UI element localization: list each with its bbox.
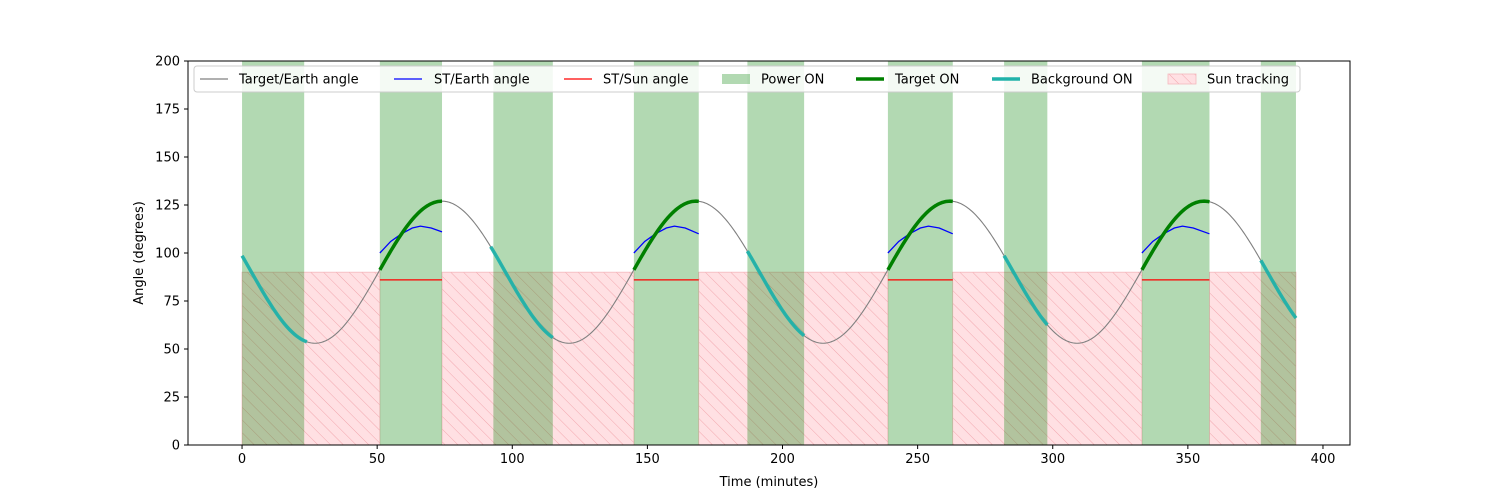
legend-label: Sun tracking bbox=[1207, 73, 1289, 88]
target-on-line bbox=[1140, 199, 1210, 271]
st-earth-line bbox=[1141, 225, 1210, 254]
axes: 0 50 100 150 200 250 300 350 400 0 25 50 75 100 125 150… bbox=[155, 55, 1351, 467]
plot-area bbox=[240, 61, 1298, 445]
y-tick-label: 200 bbox=[155, 55, 180, 70]
power-on-span bbox=[1004, 61, 1048, 445]
y-tick-label: 175 bbox=[155, 103, 180, 118]
y-tick-label: 75 bbox=[163, 295, 180, 310]
st-earth-line bbox=[379, 225, 443, 254]
y-tick-label: 125 bbox=[155, 199, 180, 214]
st-earth-line bbox=[887, 225, 954, 254]
x-tick-label: 200 bbox=[770, 452, 795, 467]
y-tick-label: 50 bbox=[163, 343, 180, 358]
x-tick-label: 300 bbox=[1040, 452, 1065, 467]
power-on-span bbox=[493, 61, 553, 445]
sun-tracking-region bbox=[1209, 271, 1297, 445]
legend-handle-patch bbox=[722, 74, 750, 84]
x-tick-label: 350 bbox=[1175, 452, 1200, 467]
x-tick-label: 400 bbox=[1311, 452, 1336, 467]
x-tick-label: 250 bbox=[905, 452, 930, 467]
background-on-line bbox=[1002, 254, 1049, 327]
background-on-line bbox=[240, 254, 308, 344]
power-on-span bbox=[1260, 61, 1296, 445]
y-axis-label: Angle (degrees) bbox=[132, 201, 147, 305]
y-tick-label: 150 bbox=[155, 151, 180, 166]
legend-box bbox=[193, 65, 1301, 93]
x-tick-label: 150 bbox=[635, 452, 660, 467]
background-on-line bbox=[745, 250, 806, 337]
sun-tracking-region bbox=[698, 271, 889, 445]
st-earth-line bbox=[633, 225, 699, 254]
x-tick-label: 50 bbox=[369, 452, 386, 467]
legend: Target/Earth angle ST/Earth angle ST/Sun a… bbox=[193, 65, 1301, 93]
y-tick-label: 0 bbox=[172, 439, 180, 454]
legend-label: Background ON bbox=[1031, 73, 1133, 88]
legend-label: ST/Sun angle bbox=[603, 73, 689, 88]
target-on-line bbox=[378, 199, 443, 271]
power-on-span bbox=[242, 61, 305, 445]
x-tick-label: 100 bbox=[500, 452, 525, 467]
background-on-line bbox=[489, 245, 554, 340]
sun-tracking-region bbox=[441, 271, 635, 445]
target-on-line bbox=[632, 199, 699, 271]
sun-tracking-region bbox=[952, 271, 1143, 445]
legend-label: ST/Earth angle bbox=[434, 73, 530, 88]
x-tick-label: 0 bbox=[238, 452, 246, 467]
background-on-line bbox=[1259, 259, 1298, 320]
power-on-span bbox=[747, 61, 805, 445]
x-axis-label: Time (minutes) bbox=[719, 475, 819, 490]
legend-handle-hatch bbox=[1167, 73, 1197, 85]
y-tick-label: 100 bbox=[155, 247, 180, 262]
sun-tracking-region bbox=[241, 271, 381, 445]
legend-label: Target/Earth angle bbox=[238, 73, 359, 88]
target-on-line bbox=[886, 199, 953, 271]
y-tick-label: 25 bbox=[163, 391, 180, 406]
legend-label: Power ON bbox=[761, 73, 824, 88]
legend-label: Target ON bbox=[894, 73, 959, 88]
